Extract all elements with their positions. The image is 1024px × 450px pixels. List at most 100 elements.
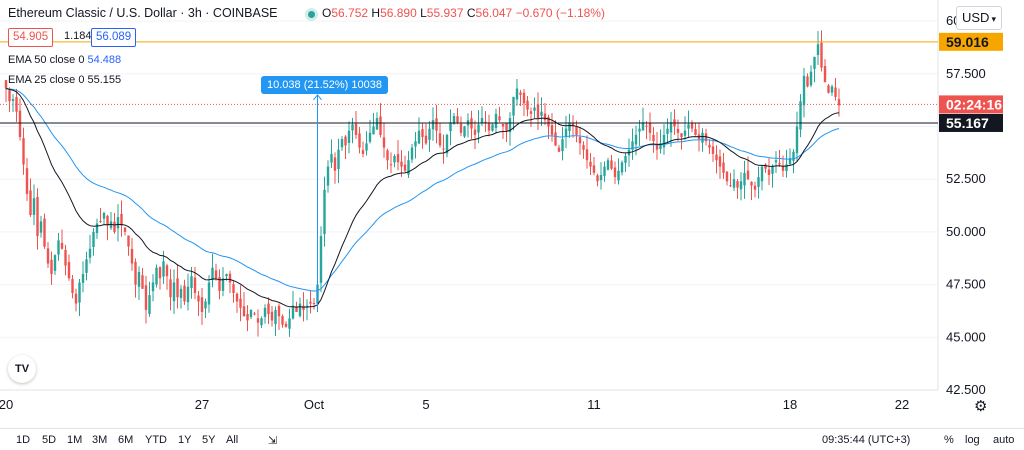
candle-body: [172, 282, 176, 302]
range-all[interactable]: All: [226, 434, 239, 446]
candle-body: [568, 122, 571, 132]
range-3m[interactable]: 3M: [92, 434, 108, 446]
candle-body: [620, 162, 624, 173]
percent-toggle[interactable]: %: [944, 434, 954, 446]
x-tick-label: 27: [195, 397, 209, 412]
candle-body: [491, 124, 494, 131]
candle-body: [228, 273, 232, 283]
candle-body: [74, 293, 78, 304]
indicator-label: EMA 25 close 0: [8, 74, 85, 86]
candle-body: [221, 278, 225, 291]
candle-body: [60, 242, 64, 249]
candle-body: [32, 198, 36, 215]
candle-body: [183, 285, 186, 302]
candle-body: [767, 169, 771, 175]
candle-body: [186, 286, 190, 303]
candle-body: [246, 314, 249, 321]
candle-body: [722, 162, 725, 173]
x-tick-label: 11: [587, 397, 601, 412]
candle-body: [487, 122, 491, 131]
candle-body: [589, 161, 592, 167]
candle-body: [550, 125, 554, 135]
clock-readout[interactable]: 09:35:44 (UTC+3): [822, 434, 911, 446]
candle-body: [631, 141, 634, 150]
candle-body: [669, 122, 673, 133]
buy-price-button[interactable]: 56.089: [91, 28, 137, 47]
candle-body: [25, 168, 29, 194]
measure-arrowhead: [313, 94, 322, 101]
candle-body: [799, 101, 802, 130]
candle-body: [456, 116, 459, 123]
candle-body: [253, 313, 256, 315]
candle-body: [585, 149, 589, 161]
price-chart[interactable]: 60.00057.50055.00052.50050.00047.50045.0…: [0, 0, 1024, 428]
candle-body: [442, 148, 445, 150]
candle-body: [816, 44, 820, 56]
countdown-label-box: [939, 95, 1003, 114]
ema25-line: [5, 88, 840, 308]
candle-body: [449, 122, 452, 132]
candle-body: [323, 189, 326, 235]
y-tick-label: 47.500: [946, 277, 986, 292]
date-range-icon[interactable]: ⇲: [268, 435, 278, 447]
candle-body: [57, 240, 60, 255]
y-tick-label: 57.500: [946, 66, 986, 81]
auto-toggle[interactable]: auto: [993, 434, 1015, 446]
candle-body: [526, 100, 529, 110]
candle-body: [837, 99, 841, 106]
candle-body: [676, 128, 680, 133]
candle-body: [151, 282, 155, 292]
range-6m[interactable]: 6M: [118, 434, 134, 446]
candle-body: [823, 65, 827, 83]
range-ytd[interactable]: YTD: [145, 434, 167, 446]
candle-body: [218, 276, 221, 291]
range-5y[interactable]: 5Y: [202, 434, 216, 446]
candle-body: [179, 288, 183, 298]
candle-body: [372, 126, 375, 135]
candle-body: [64, 249, 67, 266]
candle-body: [771, 166, 774, 174]
market-status-dot: [308, 11, 315, 18]
candle-body: [291, 305, 295, 319]
gear-icon[interactable]: ⚙: [974, 398, 988, 415]
candle-body: [165, 265, 169, 277]
countdown-label: 02:24:16: [946, 96, 1002, 112]
indicator-ema25[interactable]: EMA 25 close 0 55.155: [8, 74, 121, 86]
range-5d[interactable]: 5D: [42, 434, 57, 446]
candle-body: [337, 149, 340, 169]
range-1m[interactable]: 1M: [67, 434, 83, 446]
candle-body: [29, 190, 32, 216]
candle-body: [421, 129, 424, 138]
candle-body: [88, 248, 92, 258]
tradingview-logo-icon[interactable]: TV: [8, 355, 36, 383]
currency-select[interactable]: USD: [956, 6, 1002, 30]
candle-body: [473, 129, 477, 135]
candle-body: [225, 274, 228, 277]
candle-body: [764, 164, 767, 169]
bottom-toolbar: 1D 5D 1M 3M 6M YTD 1Y 5Y All ⇲ 09:35:44 …: [0, 428, 1024, 450]
candle-body: [739, 181, 743, 190]
candle-body: [435, 118, 438, 131]
candle-body: [396, 154, 400, 163]
range-1y[interactable]: 1Y: [178, 434, 192, 446]
candle-body: [757, 177, 760, 187]
indicator-value: 55.155: [87, 74, 122, 86]
log-toggle[interactable]: log: [965, 434, 980, 446]
range-1d[interactable]: 1D: [16, 434, 31, 446]
time-axis: 20 27 Oct 5 11 18 22: [0, 397, 909, 412]
y-tick-label: 52.500: [946, 171, 986, 186]
candle-body: [729, 185, 732, 187]
candle-body: [270, 311, 274, 321]
candle-body: [645, 125, 648, 127]
candle-body: [260, 318, 263, 326]
candle-body: [144, 285, 148, 310]
candle-body: [431, 120, 435, 130]
indicator-label: EMA 50 close 0: [8, 54, 85, 66]
candle-body: [564, 128, 568, 137]
candle-body: [743, 172, 746, 186]
candle-body: [802, 75, 806, 106]
candle-body: [127, 235, 130, 247]
sell-price-button[interactable]: 54.905: [8, 28, 54, 47]
indicator-ema50[interactable]: EMA 50 close 0 54.488: [8, 54, 121, 66]
symbol-title[interactable]: Ethereum Classic / U.S. Dollar · 3h · CO…: [8, 6, 278, 20]
